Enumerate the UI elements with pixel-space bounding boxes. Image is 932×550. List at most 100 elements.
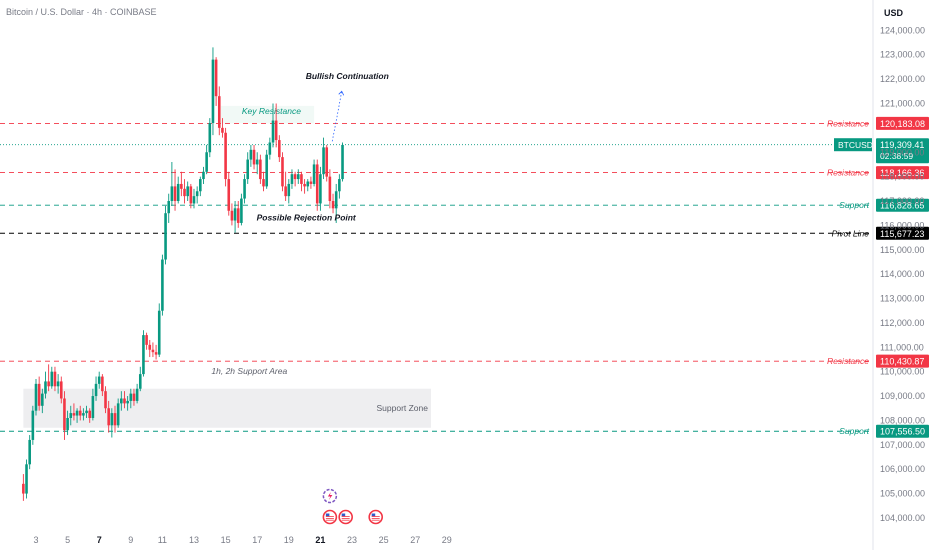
candle-body[interactable] — [211, 59, 215, 123]
candle-body[interactable] — [281, 157, 284, 187]
candle-body[interactable] — [180, 183, 183, 189]
candle-body[interactable] — [161, 259, 164, 311]
candle-body[interactable] — [97, 376, 101, 384]
candle-body[interactable] — [37, 383, 41, 406]
candle-body[interactable] — [325, 147, 329, 177]
candle-body[interactable] — [312, 164, 316, 184]
candle-body[interactable] — [113, 413, 117, 426]
candle-body[interactable] — [167, 201, 171, 214]
candle-body[interactable] — [265, 154, 268, 187]
candle-body[interactable] — [85, 410, 88, 414]
candle-body[interactable] — [274, 120, 278, 141]
candle-body[interactable] — [132, 393, 136, 401]
candle-body[interactable] — [195, 191, 199, 197]
candle-body[interactable] — [154, 352, 158, 355]
candle-body[interactable] — [22, 483, 25, 494]
candle-body[interactable] — [94, 383, 98, 397]
candle-body[interactable] — [262, 179, 265, 187]
candle-body[interactable] — [120, 398, 123, 404]
candle-body[interactable] — [319, 174, 322, 204]
candle-body[interactable] — [135, 388, 139, 401]
candle-body[interactable] — [221, 127, 224, 133]
candle-body[interactable] — [186, 186, 189, 197]
candle-body[interactable] — [296, 174, 300, 180]
candle-body[interactable] — [255, 159, 259, 165]
candle-body[interactable] — [66, 417, 69, 431]
candle-body[interactable] — [138, 374, 142, 389]
candle-body[interactable] — [164, 213, 167, 260]
candle-body[interactable] — [217, 96, 221, 128]
candle-body[interactable] — [151, 349, 155, 353]
candle-body[interactable] — [189, 186, 193, 204]
candle-body[interactable] — [334, 191, 338, 209]
candle-body[interactable] — [183, 188, 186, 197]
candle-body[interactable] — [170, 186, 174, 202]
candle-body[interactable] — [306, 181, 310, 187]
candle-body[interactable] — [233, 208, 237, 221]
candle-body[interactable] — [107, 408, 110, 426]
candle-body[interactable] — [208, 122, 212, 153]
candle-body[interactable] — [53, 371, 57, 387]
candle-body[interactable] — [47, 381, 50, 387]
candle-body[interactable] — [338, 179, 341, 192]
candle-body[interactable] — [28, 439, 31, 465]
candle-body[interactable] — [249, 149, 253, 160]
candle-body[interactable] — [303, 183, 306, 187]
candle-body[interactable] — [148, 344, 152, 350]
candle-body[interactable] — [290, 174, 294, 184]
candle-body[interactable] — [44, 381, 47, 394]
candle-body[interactable] — [192, 196, 196, 204]
candle-body[interactable] — [252, 149, 256, 165]
candle-body[interactable] — [82, 413, 85, 416]
candle-body[interactable] — [91, 396, 95, 418]
candle-body[interactable] — [110, 413, 114, 426]
candle-body[interactable] — [72, 413, 76, 416]
candle-body[interactable] — [199, 179, 202, 192]
candle-body[interactable] — [126, 400, 129, 404]
candle-body[interactable] — [41, 393, 44, 406]
candle-body[interactable] — [63, 398, 66, 431]
candle-body[interactable] — [287, 183, 291, 197]
candle-body[interactable] — [243, 179, 246, 199]
candle-body[interactable] — [322, 147, 325, 175]
candle-body[interactable] — [341, 144, 344, 180]
candle-body[interactable] — [116, 403, 120, 426]
candle-body[interactable] — [88, 410, 92, 418]
candle-body[interactable] — [224, 132, 227, 180]
candle-body[interactable] — [328, 176, 332, 202]
candle-body[interactable] — [259, 159, 262, 180]
candle-body[interactable] — [56, 381, 60, 387]
candle-body[interactable] — [50, 371, 54, 387]
candle-body[interactable] — [176, 183, 180, 202]
candle-body[interactable] — [331, 201, 335, 209]
candle-body[interactable] — [104, 391, 107, 409]
candle-body[interactable] — [69, 413, 73, 418]
candle-body[interactable] — [75, 410, 79, 416]
candle-body[interactable] — [205, 152, 208, 172]
candle-body[interactable] — [31, 410, 35, 440]
candle-body[interactable] — [284, 186, 287, 197]
candle-body[interactable] — [145, 335, 148, 345]
candle-body[interactable] — [293, 174, 297, 180]
candle-body[interactable] — [227, 179, 231, 211]
candle-body[interactable] — [101, 376, 104, 392]
candle-body[interactable] — [246, 159, 250, 180]
candle-body[interactable] — [202, 171, 205, 180]
candle-body[interactable] — [236, 208, 240, 223]
candle-body[interactable] — [142, 335, 145, 375]
candle-body[interactable] — [300, 174, 303, 184]
candle-body[interactable] — [157, 310, 161, 355]
candle-body[interactable] — [34, 383, 38, 411]
candle-body[interactable] — [240, 198, 243, 223]
candle-body[interactable] — [230, 210, 234, 221]
candle-body[interactable] — [59, 381, 63, 399]
candle-body[interactable] — [25, 464, 28, 494]
candle-body[interactable] — [315, 164, 319, 204]
candle-body[interactable] — [78, 410, 82, 416]
candle-body[interactable] — [309, 181, 313, 184]
candle-body[interactable] — [278, 140, 281, 158]
candle-body[interactable] — [214, 59, 218, 97]
candle-body[interactable] — [268, 142, 272, 155]
candle-body[interactable] — [173, 186, 177, 202]
